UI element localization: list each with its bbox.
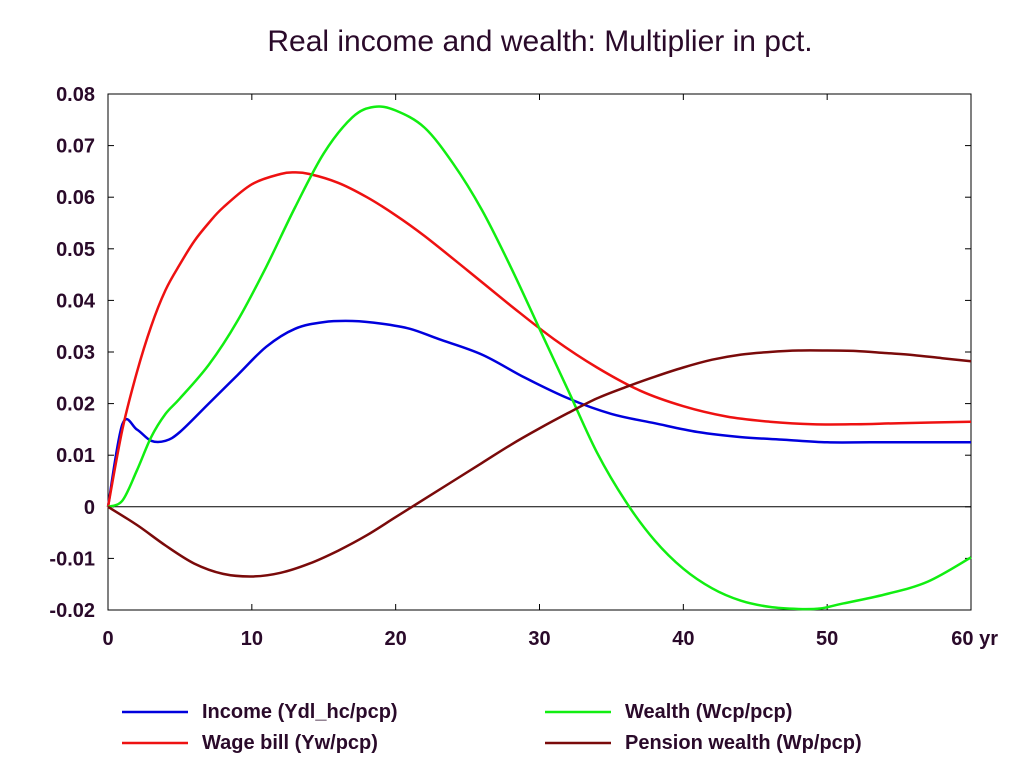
y-tick-label: -0.02 xyxy=(49,600,95,622)
legend-label-pension-wealth: Pension wealth (Wp/pcp) xyxy=(625,732,862,754)
series-line-income xyxy=(106,319,971,508)
y-tick-label: 0.04 xyxy=(56,290,96,312)
x-tick-label: 10 xyxy=(241,628,263,650)
y-tick-label: 0.07 xyxy=(56,136,95,158)
y-tick-label: 0.05 xyxy=(56,239,95,261)
legend-label-wage-bill: Wage bill (Yw/pcp) xyxy=(202,732,378,754)
y-tick-label: 0.08 xyxy=(56,84,95,106)
y-tick-label: 0.01 xyxy=(56,445,95,467)
legend: Income (Ydl_hc/pcp) Wage bill (Yw/pcp) Wea… xyxy=(122,701,862,754)
y-tick-label: 0.02 xyxy=(56,394,95,416)
y-tick-label: 0.03 xyxy=(56,342,95,364)
y-tick-label: 0.06 xyxy=(56,187,95,209)
x-tick-label: 20 xyxy=(385,628,407,650)
x-tick-label: 0 xyxy=(102,628,113,650)
legend-label-wealth: Wealth (Wcp/pcp) xyxy=(625,701,792,723)
legend-label-income: Income (Ydl_hc/pcp) xyxy=(202,701,398,723)
y-tick-label: -0.01 xyxy=(49,548,95,570)
x-tick-label: 60 yr xyxy=(951,628,998,650)
chart-title: Real income and wealth: Multiplier in pc… xyxy=(267,25,812,58)
plot-area xyxy=(106,105,972,611)
x-tick-label: 50 xyxy=(816,628,838,650)
series-line-pension-wealth xyxy=(107,349,972,578)
plot-frame xyxy=(107,93,972,611)
y-tick-label: 0 xyxy=(84,497,95,519)
axes: -0.02 -0.01 0 0.01 0.02 0.03 0.04 0.05 0.06 0.07 0… xyxy=(49,84,998,650)
x-tick-label: 30 xyxy=(528,628,550,650)
series-line-wage-bill xyxy=(106,171,972,508)
x-tick-label: 40 xyxy=(672,628,694,650)
series-line-wealth xyxy=(107,105,972,611)
